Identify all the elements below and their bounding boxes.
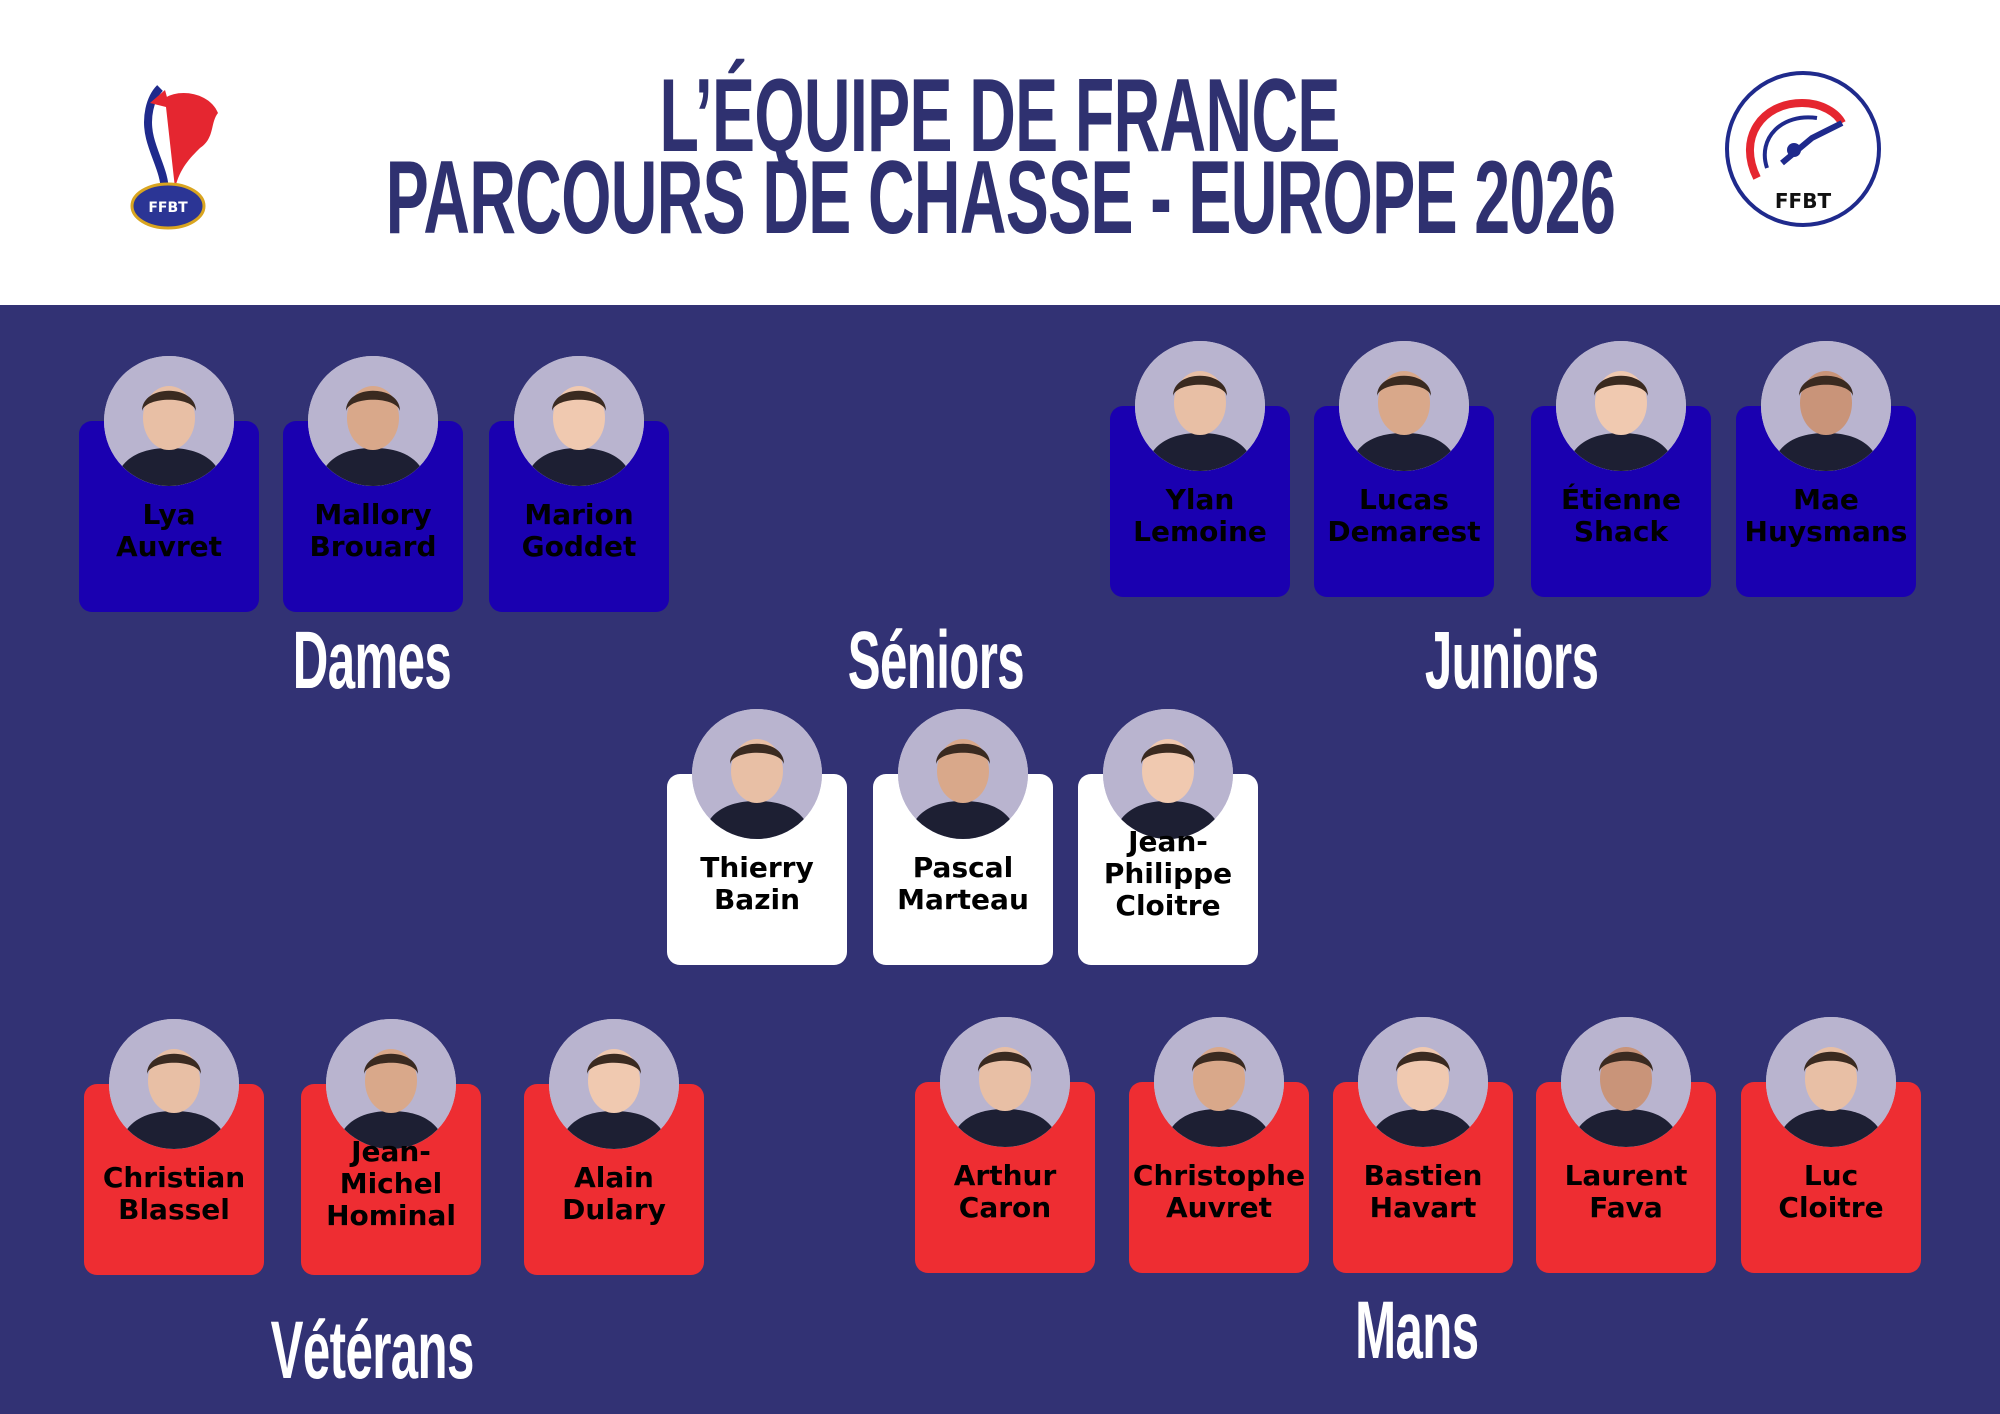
title-text-1: L’ÉQUIPE DE FRANCE xyxy=(659,58,1341,174)
member-name: Arthur Caron xyxy=(909,1160,1101,1224)
member-name: Lya Auvret xyxy=(73,499,265,563)
member-first-name: Lya xyxy=(142,498,196,531)
member-first-name: Laurent xyxy=(1564,1159,1688,1192)
member-photo xyxy=(692,709,822,839)
member-name: Mae Huysmans xyxy=(1730,484,1922,548)
member-first-name: Étienne xyxy=(1561,483,1681,516)
member-last-name: Huysmans xyxy=(1744,515,1908,548)
member-last-name: Marteau xyxy=(897,883,1029,916)
member-name: Christophe Auvret xyxy=(1123,1160,1315,1224)
section-label: Dames xyxy=(292,615,452,706)
member-first-name: Bastien xyxy=(1363,1159,1483,1192)
section-title-mans: Mans xyxy=(1217,1290,1617,1372)
member-name: Alain Dulary xyxy=(518,1162,710,1226)
member-photo xyxy=(940,1017,1070,1147)
member-first-name: Mallory xyxy=(314,498,432,531)
member-first-name: Thierry xyxy=(700,851,814,884)
member-name: Lucas Demarest xyxy=(1308,484,1500,548)
member-name: Ylan Lemoine xyxy=(1104,484,1296,548)
member-last-name: Brouard xyxy=(309,530,437,563)
member-first-name: Ylan xyxy=(1165,483,1235,516)
ffbt-circle-logo: FFBT xyxy=(1722,68,1884,230)
member-last-name: Lemoine xyxy=(1133,515,1267,548)
member-last-name: Cloitre xyxy=(1778,1191,1884,1224)
member-name: Christian Blassel xyxy=(78,1162,270,1226)
section-label: Juniors xyxy=(1425,615,1599,706)
member-name: Mallory Brouard xyxy=(277,499,469,563)
member-first-name: Pascal xyxy=(912,851,1014,884)
member-first-name: Marion xyxy=(524,498,634,531)
member-first-name: Christian xyxy=(102,1161,246,1194)
section-title-dames: Dames xyxy=(172,620,572,702)
member-name: Thierry Bazin xyxy=(661,852,853,916)
member-last-name: Michel Hominal xyxy=(326,1167,456,1232)
title-text-2: PARCOURS DE CHASSE - EUROPE 2026 xyxy=(385,140,1615,256)
member-first-name: Lucas xyxy=(1359,483,1449,516)
member-name: Marion Goddet xyxy=(483,499,675,563)
member-photo xyxy=(1766,1017,1896,1147)
member-last-name: Philippe Cloitre xyxy=(1103,857,1233,922)
member-photo xyxy=(1556,341,1686,471)
member-last-name: Shack xyxy=(1573,515,1669,548)
header: FFBT L’ÉQUIPE DE FRANCE PARCOURS DE CHAS… xyxy=(0,0,2000,305)
member-name: Jean- Philippe Cloitre xyxy=(1072,826,1264,922)
member-last-name: Auvret xyxy=(115,530,223,563)
member-photo xyxy=(514,356,644,486)
member-photo xyxy=(1339,341,1469,471)
section-title-veterans: Vétérans xyxy=(172,1310,572,1392)
member-last-name: Auvret xyxy=(1165,1191,1273,1224)
member-last-name: Havart xyxy=(1369,1191,1477,1224)
member-name: Jean- Michel Hominal xyxy=(295,1136,487,1232)
member-photo xyxy=(104,356,234,486)
member-photo xyxy=(109,1019,239,1149)
member-last-name: Goddet xyxy=(521,530,637,563)
member-name: Luc Cloitre xyxy=(1735,1160,1927,1224)
member-photo xyxy=(1103,709,1233,839)
member-first-name: Jean- xyxy=(1128,825,1208,858)
member-photo xyxy=(898,709,1028,839)
member-photo xyxy=(1761,341,1891,471)
member-last-name: Demarest xyxy=(1327,515,1481,548)
left-logo-text: FFBT xyxy=(148,200,188,216)
member-name: Pascal Marteau xyxy=(867,852,1059,916)
section-label: Séniors xyxy=(847,615,1025,706)
ffbt-rooster-logo: FFBT xyxy=(120,78,225,233)
member-first-name: Arthur xyxy=(953,1159,1057,1192)
member-name: Étienne Shack xyxy=(1525,484,1717,548)
section-label: Mans xyxy=(1355,1285,1479,1376)
member-first-name: Christophe xyxy=(1132,1159,1306,1192)
member-last-name: Caron xyxy=(958,1191,1052,1224)
member-name: Bastien Havart xyxy=(1327,1160,1519,1224)
member-last-name: Bazin xyxy=(713,883,801,916)
member-last-name: Fava xyxy=(1589,1191,1663,1224)
member-photo xyxy=(1358,1017,1488,1147)
section-title-juniors: Juniors xyxy=(1312,620,1712,702)
page-title-line-1: L’ÉQUIPE DE FRANCE xyxy=(0,64,2000,168)
member-photo xyxy=(549,1019,679,1149)
member-last-name: Dulary xyxy=(562,1193,666,1226)
member-photo xyxy=(326,1019,456,1149)
member-first-name: Jean- xyxy=(351,1135,431,1168)
page-title-line-2: PARCOURS DE CHASSE - EUROPE 2026 xyxy=(0,146,2000,250)
right-logo-text: FFBT xyxy=(1775,189,1832,213)
member-last-name: Blassel xyxy=(118,1193,230,1226)
member-first-name: Luc xyxy=(1803,1159,1859,1192)
member-photo xyxy=(1561,1017,1691,1147)
member-photo xyxy=(1135,341,1265,471)
member-first-name: Alain xyxy=(574,1161,654,1194)
member-photo xyxy=(308,356,438,486)
member-name: Laurent Fava xyxy=(1530,1160,1722,1224)
member-first-name: Mae xyxy=(1793,483,1859,516)
section-title-seniors: Séniors xyxy=(736,620,1136,702)
member-photo xyxy=(1154,1017,1284,1147)
section-label: Vétérans xyxy=(270,1305,474,1396)
